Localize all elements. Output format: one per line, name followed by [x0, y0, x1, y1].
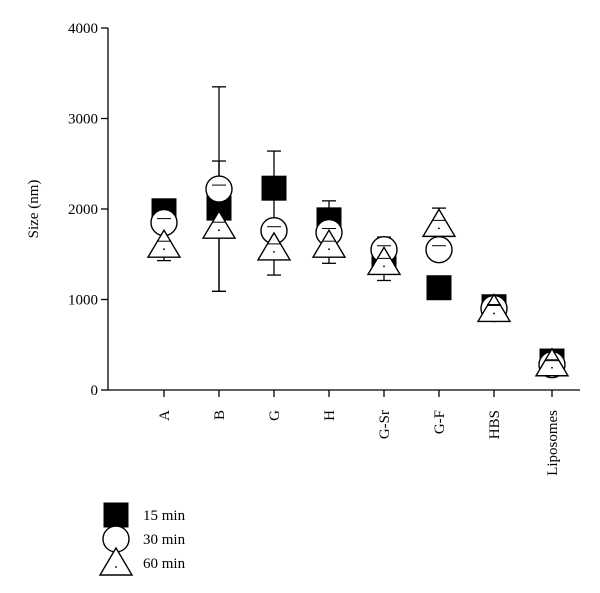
triangle-dot: [551, 366, 553, 369]
y-tick-label: 2000: [68, 202, 98, 218]
legend-label: 15 min: [143, 508, 186, 524]
legend-marker: [103, 502, 129, 528]
data-point: [476, 293, 512, 323]
axes: 0 1000 2000 3000 4000 Size (nm) A B G H G-Sr G-F HBS…: [26, 21, 580, 476]
x-tick-label: H: [322, 410, 338, 421]
triangle-shape: [146, 228, 182, 258]
triangle-dot: [115, 566, 117, 568]
legend-label: 60 min: [143, 556, 186, 572]
triangle-dot: [328, 248, 330, 251]
data-point: [311, 228, 347, 258]
triangle-shape: [421, 208, 457, 238]
triangle-shape: [201, 209, 237, 239]
triangle-dot: [218, 229, 220, 232]
triangle-shape: [256, 231, 292, 261]
triangle-shape: [534, 347, 570, 377]
y-tick-label: 4000: [68, 21, 98, 37]
triangle-shape: [98, 546, 134, 576]
y-tick-label: 1000: [68, 293, 98, 309]
data-point: [534, 347, 570, 377]
data-point: [261, 175, 287, 201]
data-point: [256, 231, 292, 261]
data-point: [205, 175, 233, 203]
x-tick-label: G-F: [432, 410, 448, 434]
triangle-dot: [163, 248, 165, 251]
data-point: [426, 275, 452, 301]
y-tick-label: 3000: [68, 112, 98, 128]
data-point: [201, 209, 237, 239]
legend-label: 30 min: [143, 532, 186, 548]
triangle-dot: [273, 251, 275, 253]
triangle-dot: [383, 265, 385, 268]
triangle-shape: [311, 228, 347, 258]
data-point: [146, 228, 182, 258]
triangle-shape: [476, 293, 512, 323]
x-tick-label: A: [157, 410, 173, 421]
x-tick-label: B: [212, 410, 228, 420]
data-point: [425, 236, 453, 264]
legend-marker: [98, 546, 134, 576]
y-tick-label: 0: [91, 383, 99, 399]
x-tick-label: HBS: [487, 410, 503, 439]
x-tick-label: Liposomes: [545, 410, 561, 476]
x-tick-label: G: [267, 410, 283, 421]
legend: 15 min 30 min 60 min: [98, 502, 186, 576]
triangle-dot: [493, 312, 495, 315]
y-axis-label: Size (nm): [26, 180, 42, 239]
data-point: [421, 208, 457, 238]
triangle-shape: [366, 246, 402, 276]
data-markers: [146, 175, 570, 379]
data-point: [366, 246, 402, 276]
x-tick-label: G-Sr: [377, 410, 393, 439]
triangle-dot: [438, 227, 440, 230]
